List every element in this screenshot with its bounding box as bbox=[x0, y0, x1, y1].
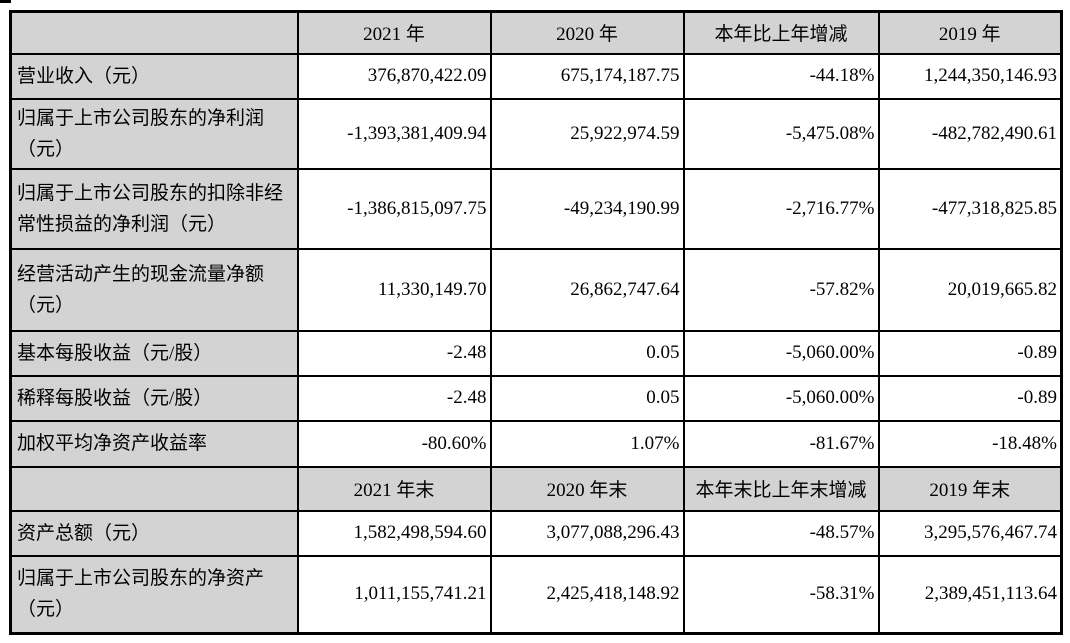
table-row: 加权平均净资产收益率 -80.60% 1.07% -81.67% -18.48% bbox=[9, 419, 1063, 468]
row-label: 归属于上市公司股东的扣除非经常性损益的净利润（元） bbox=[9, 167, 299, 250]
row-label: 归属于上市公司股东的净资产（元） bbox=[9, 554, 299, 635]
value-cell: 376,870,422.09 bbox=[296, 52, 492, 100]
row-label: 基本每股收益（元/股） bbox=[9, 329, 299, 377]
value-cell: -18.48% bbox=[877, 419, 1063, 468]
value-cell: 3,295,576,467.74 bbox=[877, 509, 1063, 557]
value-cell: -58.31% bbox=[682, 554, 880, 635]
value-cell: -57.82% bbox=[682, 247, 880, 332]
corner-cell bbox=[9, 465, 299, 512]
table-row: 资产总额（元） 1,582,498,594.60 3,077,088,296.43-… bbox=[9, 509, 1063, 557]
financial-summary-table: 2021 年 2020 年本年比上年增减 2019 年营业收入（元） 376,870,… bbox=[9, 10, 1063, 635]
value-cell: 20,019,665.82 bbox=[877, 247, 1063, 332]
value-cell: -2,716.77% bbox=[682, 167, 880, 250]
value-cell: 25,922,974.59 bbox=[489, 97, 685, 170]
value-cell: -2.48 bbox=[296, 374, 492, 422]
value-cell: 0.05 bbox=[489, 329, 685, 377]
value-cell: -5,475.08% bbox=[682, 97, 880, 170]
value-cell: 1,582,498,594.60 bbox=[296, 509, 492, 557]
value-cell: -1,386,815,097.75 bbox=[296, 167, 492, 250]
value-cell: -5,060.00% bbox=[682, 374, 880, 422]
value-cell: -482,782,490.61 bbox=[877, 97, 1063, 170]
column-header: 2020 年末 bbox=[489, 465, 685, 512]
value-cell: -2.48 bbox=[296, 329, 492, 377]
row-label: 稀释每股收益（元/股） bbox=[9, 374, 299, 422]
row-label: 归属于上市公司股东的净利润（元） bbox=[9, 97, 299, 170]
column-header: 本年比上年增减 bbox=[682, 10, 880, 55]
value-cell: -0.89 bbox=[877, 374, 1063, 422]
value-cell: 0.05 bbox=[489, 374, 685, 422]
value-cell: -81.67% bbox=[682, 419, 880, 468]
value-cell: -80.60% bbox=[296, 419, 492, 468]
table-body: 2021 年 2020 年本年比上年增减 2019 年营业收入（元） 376,870,… bbox=[9, 10, 1063, 635]
row-label: 资产总额（元） bbox=[9, 509, 299, 557]
column-header: 2020 年 bbox=[489, 10, 685, 55]
value-cell: 1.07% bbox=[489, 419, 685, 468]
value-cell: -0.89 bbox=[877, 329, 1063, 377]
row-label: 加权平均净资产收益率 bbox=[9, 419, 299, 468]
value-cell: 3,077,088,296.43 bbox=[489, 509, 685, 557]
table-row: 基本每股收益（元/股） -2.48 0.05 -5,060.00% -0.89 bbox=[9, 329, 1063, 377]
value-cell: 11,330,149.70 bbox=[296, 247, 492, 332]
row-label: 经营活动产生的现金流量净额（元） bbox=[9, 247, 299, 332]
value-cell: -5,060.00% bbox=[682, 329, 880, 377]
value-cell: -44.18% bbox=[682, 52, 880, 100]
corner-cell bbox=[9, 10, 299, 55]
column-header: 2019 年 bbox=[877, 10, 1063, 55]
page-edge-artifact bbox=[0, 0, 11, 3]
column-header: 2021 年 bbox=[296, 10, 492, 55]
value-cell: -1,393,381,409.94 bbox=[296, 97, 492, 170]
table-row: 归属于上市公司股东的净利润（元） -1,393,381,409.94 25,922,… bbox=[9, 97, 1063, 170]
value-cell: 2,425,418,148.92 bbox=[489, 554, 685, 635]
table-row: 经营活动产生的现金流量净额（元） 11,330,149.70 26,862,747.… bbox=[9, 247, 1063, 332]
table-row: 归属于上市公司股东的净资产（元） 1,011,155,741.21 2,425,41… bbox=[9, 554, 1063, 635]
financial-summary: 2021 年 2020 年本年比上年增减 2019 年营业收入（元） 376,870,… bbox=[9, 10, 1063, 635]
header-row: 2021 年末 2020 年末 本年末比上年末增减 2019 年末 bbox=[9, 465, 1063, 512]
value-cell: -48.57% bbox=[682, 509, 880, 557]
column-header: 2019 年末 bbox=[877, 465, 1063, 512]
value-cell: 1,011,155,741.21 bbox=[296, 554, 492, 635]
table-row: 归属于上市公司股东的扣除非经常性损益的净利润（元） -1,386,815,097.… bbox=[9, 167, 1063, 250]
header-row: 2021 年 2020 年本年比上年增减 2019 年 bbox=[9, 10, 1063, 55]
value-cell: 26,862,747.64 bbox=[489, 247, 685, 332]
value-cell: 2,389,451,113.64 bbox=[877, 554, 1063, 635]
value-cell: 1,244,350,146.93 bbox=[877, 52, 1063, 100]
value-cell: 675,174,187.75 bbox=[489, 52, 685, 100]
table-row: 营业收入（元） 376,870,422.09 675,174,187.75 -44.1… bbox=[9, 52, 1063, 100]
value-cell: -477,318,825.85 bbox=[877, 167, 1063, 250]
row-label: 营业收入（元） bbox=[9, 52, 299, 100]
table-row: 稀释每股收益（元/股） -2.48 0.05 -5,060.00% -0.89 bbox=[9, 374, 1063, 422]
column-header: 2021 年末 bbox=[296, 465, 492, 512]
column-header: 本年末比上年末增减 bbox=[682, 465, 880, 512]
value-cell: -49,234,190.99 bbox=[489, 167, 685, 250]
